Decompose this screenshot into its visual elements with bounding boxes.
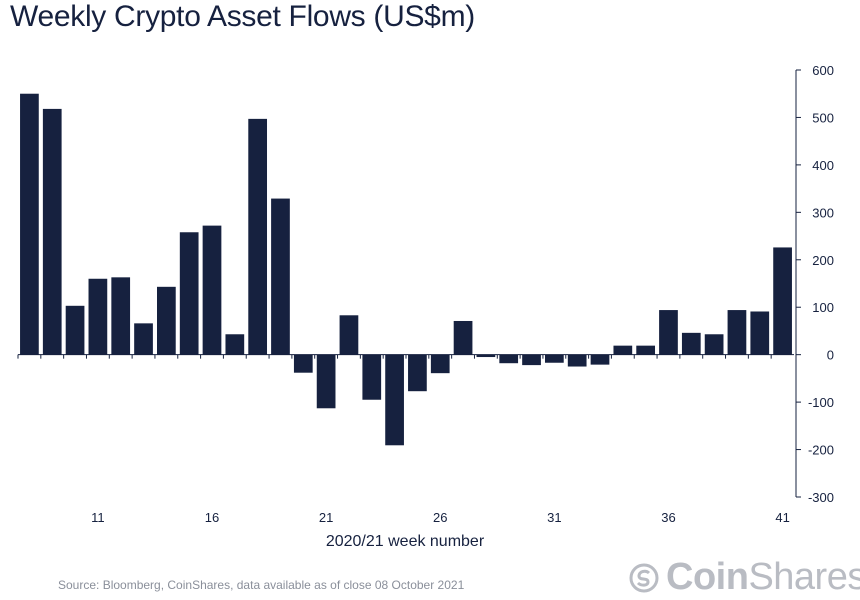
bar-week-26 bbox=[430, 354, 450, 374]
bar-week-11 bbox=[88, 278, 108, 355]
x-tick-label: 41 bbox=[775, 510, 789, 525]
bar-week-15 bbox=[179, 232, 199, 355]
bar-week-10 bbox=[65, 305, 85, 355]
coinshares-logo-icon bbox=[629, 563, 659, 592]
bar-week-34 bbox=[613, 345, 633, 355]
x-axis: 11 16 21 26 31 36 41 bbox=[17, 354, 794, 525]
logo-text-thin: Shares bbox=[748, 556, 860, 598]
y-tick-label: -300 bbox=[808, 490, 834, 505]
bar-week-8 bbox=[20, 93, 39, 355]
y-tick-label: 400 bbox=[812, 158, 834, 173]
y-tick-label: 500 bbox=[812, 110, 834, 125]
bar-week-24 bbox=[385, 354, 404, 446]
bar-week-16 bbox=[202, 225, 222, 355]
x-tick-label: 26 bbox=[433, 510, 447, 525]
bar-week-19 bbox=[271, 198, 290, 355]
x-tick-label: 16 bbox=[205, 510, 219, 525]
bar-week-17 bbox=[225, 334, 245, 355]
bar-week-12 bbox=[111, 277, 131, 355]
logo-text-bold: Coin bbox=[666, 556, 749, 598]
bar-week-40 bbox=[750, 311, 770, 355]
y-tick-label: 600 bbox=[812, 63, 834, 78]
bar-week-28 bbox=[476, 354, 496, 358]
bar-week-37 bbox=[681, 332, 701, 355]
bar-week-41 bbox=[773, 247, 792, 355]
x-tick-label: 11 bbox=[91, 510, 105, 525]
y-tick-label: 200 bbox=[812, 253, 834, 268]
chart-title: Weekly Crypto Asset Flows (US$m) bbox=[10, 0, 475, 33]
y-tick-label: -200 bbox=[808, 443, 834, 458]
bar-week-30 bbox=[522, 354, 541, 366]
bar-week-23 bbox=[362, 354, 382, 400]
bar-week-21 bbox=[316, 354, 336, 409]
bar-week-32 bbox=[567, 354, 587, 367]
bar-week-35 bbox=[636, 345, 656, 355]
bar-week-27 bbox=[453, 320, 473, 355]
bar-week-13 bbox=[134, 323, 153, 355]
x-tick-label: 31 bbox=[547, 510, 561, 525]
y-tick-label: 100 bbox=[812, 300, 834, 315]
y-tick-label: -100 bbox=[808, 395, 834, 410]
bar-week-33 bbox=[590, 354, 610, 365]
y-tick-label: 0 bbox=[827, 348, 834, 363]
y-tick-label: 300 bbox=[812, 205, 834, 220]
bars-group bbox=[20, 93, 792, 446]
bar-week-9 bbox=[42, 108, 62, 355]
source-note: Source: Bloomberg, CoinShares, data avai… bbox=[58, 578, 465, 592]
bar-week-20 bbox=[293, 354, 313, 373]
bar-week-36 bbox=[659, 310, 678, 355]
x-tick-label: 36 bbox=[661, 510, 675, 525]
x-tick-label: 21 bbox=[319, 510, 333, 525]
coinshares-logo: Coin Shares bbox=[628, 556, 860, 599]
y-axis: 600 500 400 300 200 100 0 -100 -200 -300 bbox=[795, 63, 834, 505]
bar-week-25 bbox=[408, 354, 427, 392]
bar-week-31 bbox=[545, 354, 564, 363]
bar-week-38 bbox=[704, 334, 724, 355]
bar-week-18 bbox=[248, 118, 268, 355]
bar-week-39 bbox=[727, 310, 747, 355]
bar-week-14 bbox=[157, 286, 176, 355]
bar-week-22 bbox=[339, 315, 359, 355]
bar-week-29 bbox=[499, 354, 519, 364]
x-axis-label: 2020/21 week number bbox=[326, 533, 485, 550]
